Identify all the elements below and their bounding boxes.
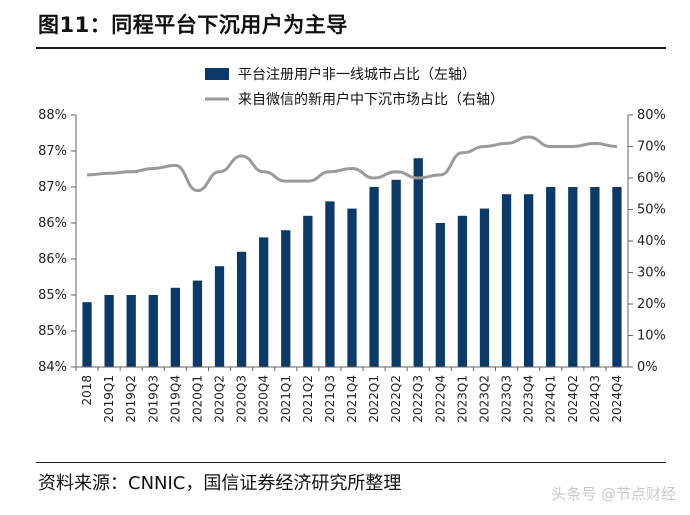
x-tick-label: 2021Q4 (345, 375, 359, 423)
x-tick-label: 2018 (80, 375, 94, 406)
x-tick-label: 2022Q2 (389, 375, 403, 423)
source-note: 资料来源：CNNIC，国信证券经济研究所整理 (38, 473, 402, 494)
bar (479, 208, 490, 367)
right-tick-label: 40% (637, 234, 666, 249)
x-tick-label: 2024Q3 (588, 375, 602, 423)
bar (391, 179, 401, 367)
x-tick-label: 2022Q4 (433, 375, 447, 423)
x-tick-label: 2021Q2 (301, 375, 315, 423)
right-tick-label: 70% (637, 140, 666, 155)
x-tick-label: 2020Q1 (190, 375, 204, 423)
x-tick-label: 2019Q2 (124, 375, 138, 423)
right-axis: 0% 10% 20% 30% 40% 50% 60% 70% 80% (627, 108, 666, 375)
bar (259, 237, 269, 367)
x-tick-label: 2021Q3 (323, 375, 337, 423)
bar (82, 302, 92, 367)
x-tick-label: 2023Q3 (500, 375, 514, 423)
right-tick-label: 0% (637, 360, 658, 375)
right-tick-label: 30% (637, 266, 666, 281)
bar (170, 287, 180, 367)
right-tick-label: 80% (637, 108, 666, 123)
left-tick-label: 85% (38, 324, 67, 339)
x-tick-label: 2020Q3 (235, 375, 249, 423)
x-tick-label: 2023Q4 (522, 375, 536, 423)
x-tick-label: 2019Q3 (146, 375, 160, 423)
bar (568, 187, 578, 367)
x-tick-label: 2020Q4 (257, 375, 271, 423)
x-tick-label: 2022Q3 (411, 375, 425, 423)
bar (126, 295, 136, 367)
left-tick-label: 84% (38, 360, 67, 375)
x-tick-label: 2024Q1 (544, 375, 558, 423)
bar (325, 201, 335, 367)
left-tick-label: 86% (38, 252, 67, 267)
bar (148, 295, 158, 367)
title-divider (36, 47, 666, 49)
bar-series (82, 158, 622, 367)
left-tick-label: 85% (38, 288, 67, 303)
legend-bar-swatch (205, 68, 229, 80)
x-tick-label: 2023Q2 (477, 375, 491, 423)
right-tick-label: 60% (637, 171, 666, 186)
bar (612, 187, 622, 367)
bar (435, 223, 445, 367)
source-divider (36, 462, 666, 463)
bar (524, 194, 534, 367)
x-tick-label: 2024Q2 (566, 375, 580, 423)
legend-bar-label: 平台注册用户非一线城市占比（左轴） (238, 66, 476, 83)
x-tick-label: 2020Q2 (213, 375, 227, 423)
bar (501, 194, 512, 367)
left-tick-label: 87% (38, 180, 67, 195)
bar (457, 215, 468, 367)
legend: 平台注册用户非一线城市占比（左轴） 来自微信的新用户中下沉市场占比（右轴） (205, 66, 504, 108)
line-path (87, 135, 617, 193)
chart-title: 图11：同程平台下沉用户为主导 (38, 13, 348, 37)
x-tick-label: 2022Q1 (367, 375, 381, 423)
x-tick-label: 2024Q4 (610, 375, 624, 423)
bar (281, 230, 291, 367)
bar (303, 215, 313, 367)
bar (413, 158, 423, 367)
left-axis: 84% 85% 85% 86% 86% 87% 87% 88% (38, 108, 77, 375)
x-tick-label: 2019Q1 (102, 375, 116, 423)
chart: 平台注册用户非一线城市占比（左轴） 来自微信的新用户中下沉市场占比（右轴） 84%… (38, 66, 666, 423)
watermark: 头条号 @节点财经 (551, 485, 676, 503)
left-tick-label: 88% (38, 108, 67, 123)
bar (347, 208, 357, 367)
bar (214, 266, 225, 367)
left-tick-label: 86% (38, 216, 67, 231)
bar (104, 295, 114, 367)
bar (546, 187, 556, 367)
bar (369, 187, 379, 367)
right-tick-label: 20% (637, 297, 666, 312)
right-tick-label: 10% (637, 329, 666, 344)
bar (192, 280, 203, 367)
x-tick-label: 2023Q1 (455, 375, 469, 423)
line-series (87, 135, 617, 193)
right-tick-label: 50% (637, 203, 666, 218)
legend-line-label: 来自微信的新用户中下沉市场占比（右轴） (238, 91, 504, 108)
bar (590, 187, 600, 367)
x-tick-label: 2019Q4 (168, 375, 182, 423)
x-axis: 2018 2019Q1 2019Q2 2019Q3 2019Q4 2020Q1 2020Q2… (75, 366, 628, 423)
left-tick-label: 87% (38, 144, 67, 159)
bar (236, 251, 247, 367)
x-tick-label: 2021Q1 (279, 375, 293, 423)
